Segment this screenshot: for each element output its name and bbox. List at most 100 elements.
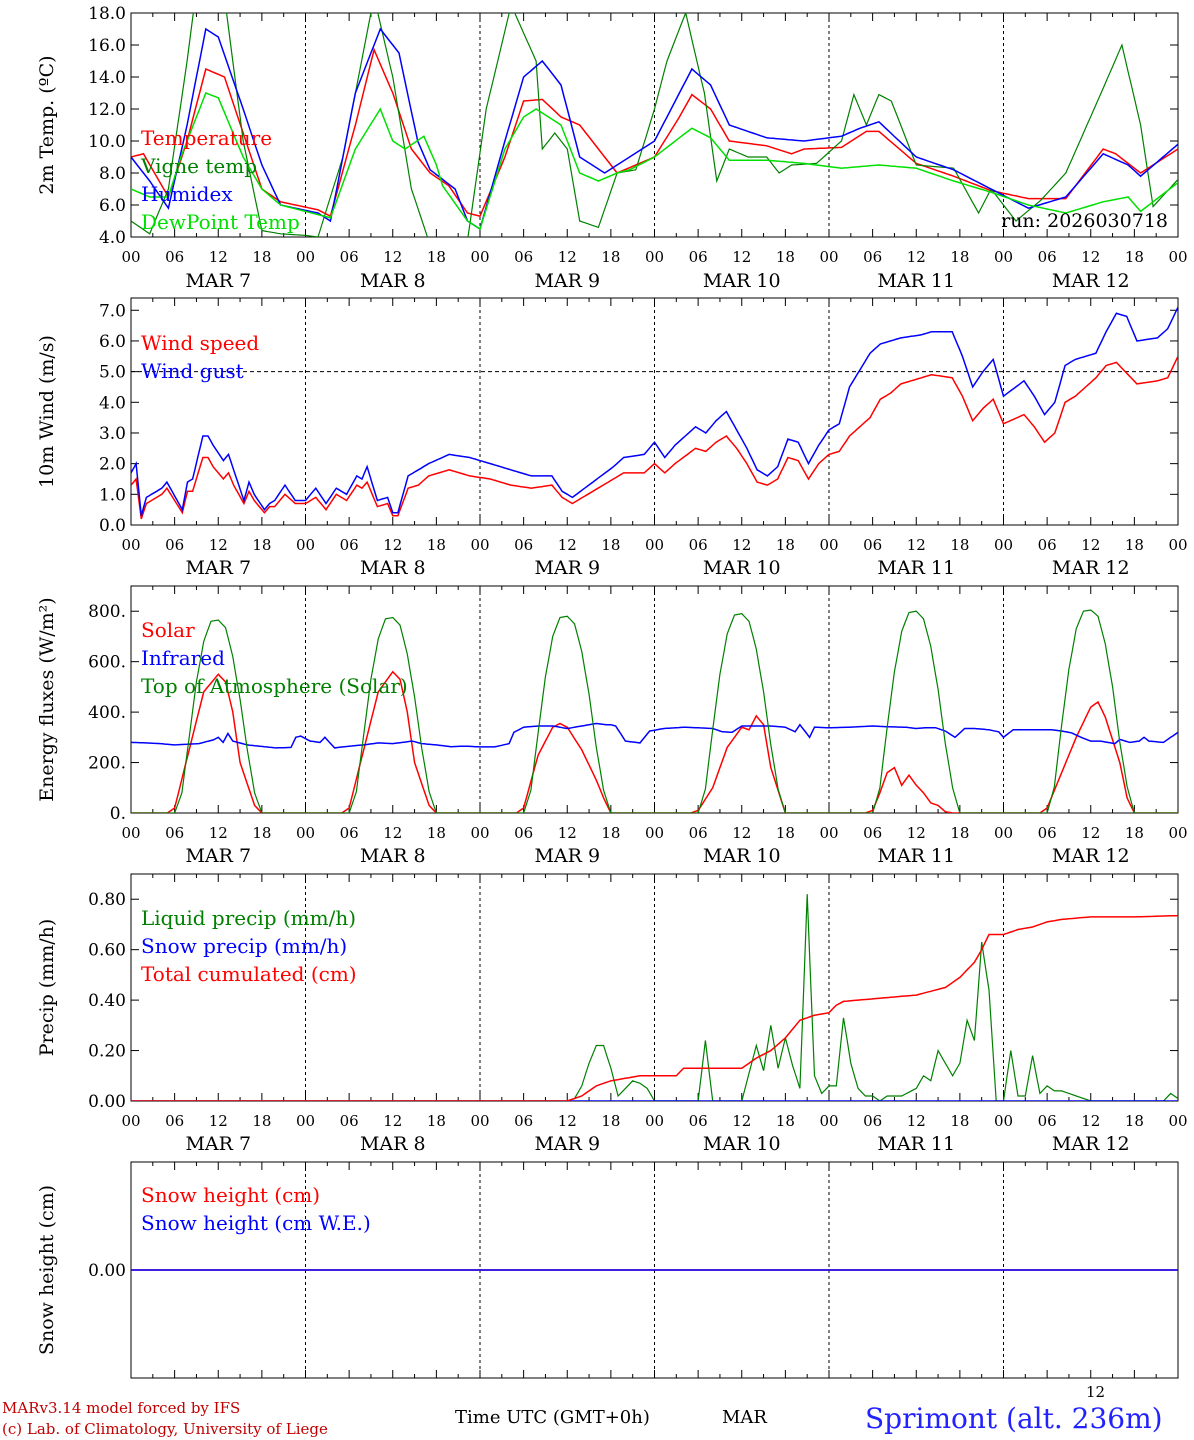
x-hour-label: 18	[601, 248, 620, 266]
x-hour-label: 00	[819, 824, 838, 842]
y-tick-label: 7.0	[99, 301, 126, 321]
x-hour-label: 18	[252, 248, 271, 266]
x-day-label: MAR 9	[534, 557, 600, 579]
x-day-label: MAR 7	[185, 270, 251, 292]
x-day-label: MAR 7	[185, 557, 251, 579]
x-hour-label: 18	[601, 1112, 620, 1130]
x-hour-label: 00	[470, 536, 489, 554]
y-tick-label: 0.00	[88, 1092, 126, 1112]
panel-wind: 0.0 1.0 2.0 3.0 4.0 5.0 6.0 7.0 10m Wind (m/s) Wi…	[36, 297, 1188, 579]
x-hour-label: 06	[514, 824, 533, 842]
x-day-label: MAR 9	[534, 270, 600, 292]
y-tick-label: 0.40	[88, 991, 126, 1011]
x-hour-label: 18	[1125, 824, 1144, 842]
y-tick-label: 400.	[88, 703, 126, 723]
y-tick-label: 0.0	[99, 516, 126, 536]
legend-item: Wind speed	[141, 331, 259, 355]
x-day-label: MAR 12	[1052, 845, 1130, 867]
x-hour-label: 00	[819, 536, 838, 554]
x-day-label: MAR 7	[185, 845, 251, 867]
model-credit: MARv3.14 model forced by IFS	[2, 1399, 240, 1417]
x-hour-label: 06	[340, 536, 359, 554]
legend-item: Snow height (cm W.E.)	[141, 1211, 371, 1235]
series-line-total-cumulated-cm-	[131, 914, 1178, 1101]
y-tick-label: 1.0	[99, 485, 126, 505]
x-hour-label: 06	[863, 248, 882, 266]
x-hour-label: 06	[863, 536, 882, 554]
x-hour-label: 00	[1168, 536, 1187, 554]
x-hour-label: 12	[1081, 1112, 1100, 1130]
x-day-label: MAR 10	[703, 557, 781, 579]
x-hour-label: 06	[165, 824, 184, 842]
legend-item: Vigne temp	[140, 154, 257, 178]
x-day-label: MAR 10	[703, 845, 781, 867]
x-hour-label: 18	[950, 824, 969, 842]
x-hour-label: 18	[427, 824, 446, 842]
y-tick-label: 12.0	[88, 100, 126, 120]
x-hour-label: 06	[1038, 248, 1057, 266]
x-hour-label: 12	[558, 248, 577, 266]
y-tick-label: 0.	[110, 804, 126, 824]
y-axis-label: 2m Temp. (ºC)	[36, 55, 58, 194]
series-line-wind-speed	[131, 355, 1178, 520]
lab-credit: (c) Lab. of Climatology, University of L…	[2, 1420, 328, 1438]
x-hour-label: 00	[296, 1112, 315, 1130]
y-tick-label: 3.0	[99, 424, 126, 444]
y-axis-label: Energy fluxes (W/m²)	[36, 597, 58, 801]
x-hour-label: 06	[689, 1112, 708, 1130]
legend-item: Liquid precip (mm/h)	[141, 906, 356, 930]
x-hour-label: 12	[209, 248, 228, 266]
x-hour-label: 12	[383, 536, 402, 554]
panel-snow: 0.00 Snow height (cm) Snow height (cm) Snow…	[36, 1161, 1179, 1379]
x-hour-label: 12	[1081, 824, 1100, 842]
x-hour-label: 18	[601, 536, 620, 554]
series-line-vigne-temp	[131, 13, 1178, 237]
x-day-label: MAR 8	[360, 845, 426, 867]
x-hour-label: 06	[689, 824, 708, 842]
time-axis-label: Time UTC (GMT+0h)	[455, 1407, 650, 1428]
x-hour-label: 12	[209, 536, 228, 554]
x-hour-label: 12	[732, 1112, 751, 1130]
x-hour-label: 06	[863, 1112, 882, 1130]
month-label: MAR	[722, 1407, 767, 1428]
x-hour-label: 18	[427, 1112, 446, 1130]
x-hour-label: 12	[907, 536, 926, 554]
series-line-humidex	[131, 27, 1178, 231]
y-tick-label: 8.0	[99, 164, 126, 184]
series-line-dewpoint-temp	[131, 92, 1178, 231]
x-day-label: MAR 10	[703, 270, 781, 292]
y-tick-label: 14.0	[88, 68, 126, 88]
x-hour-label: 00	[296, 248, 315, 266]
x-hour-label: 12	[1081, 536, 1100, 554]
legend-item: Infrared	[141, 646, 225, 670]
x-hour-label: 00	[121, 1112, 140, 1130]
legend-item: DewPoint Temp	[141, 210, 300, 234]
x-day-label: MAR 11	[877, 1133, 955, 1155]
series-group	[131, 894, 1178, 1101]
legend-item: Top of Atmosphere (Solar)	[141, 674, 408, 698]
x-hour-label: 00	[1168, 1112, 1187, 1130]
x-hour-label: 18	[1125, 536, 1144, 554]
y-axis-label: Precip (mm/h)	[36, 919, 58, 1057]
x-hour-label: 06	[340, 248, 359, 266]
x-day-label: MAR 10	[703, 1133, 781, 1155]
y-tick-label: 0.00	[88, 1261, 126, 1281]
x-hour-label: 18	[427, 248, 446, 266]
x-day-label: MAR 11	[877, 557, 955, 579]
x-hour-label: 12	[558, 536, 577, 554]
x-hour-label: 06	[514, 248, 533, 266]
x-hour-label: 12	[383, 1112, 402, 1130]
y-tick-label: 200.	[88, 754, 126, 774]
x-hour-label: 06	[514, 1112, 533, 1130]
run-annotation: run: 2026030718	[1001, 210, 1168, 232]
legend-item: Humidex	[141, 182, 233, 206]
y-tick-label: 800.	[88, 602, 126, 622]
x-hour-label: 12	[907, 1112, 926, 1130]
x-hour-label: 00	[819, 1112, 838, 1130]
x-hour-label: 12	[732, 536, 751, 554]
y-tick-label: 600.	[88, 653, 126, 673]
legend-item: Temperature	[141, 126, 272, 150]
x-hour-label: 06	[514, 536, 533, 554]
x-hour-label: 12	[907, 824, 926, 842]
